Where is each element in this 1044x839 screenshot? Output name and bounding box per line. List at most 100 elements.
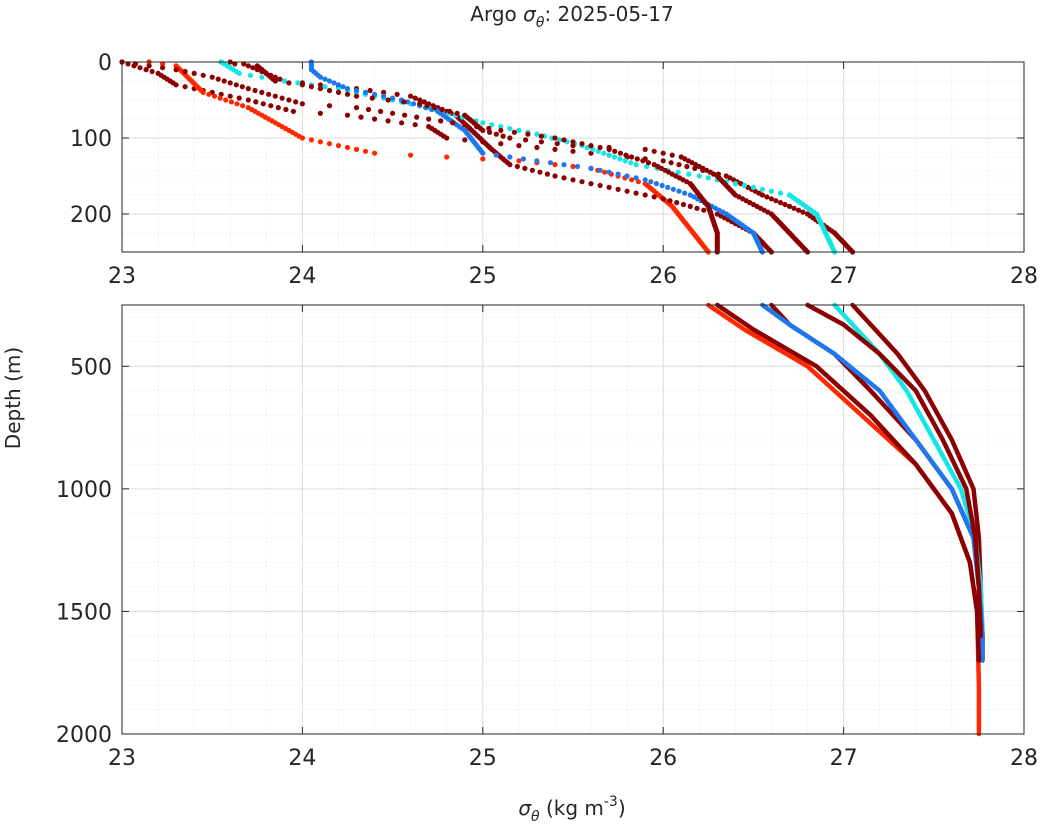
x-tick-label: 23 bbox=[108, 264, 136, 289]
series-4-point bbox=[670, 186, 676, 192]
series-3-point bbox=[675, 169, 681, 175]
series-0-point bbox=[149, 68, 155, 75]
series-4-point bbox=[534, 158, 540, 164]
series-6-point bbox=[450, 120, 456, 126]
series-0-point bbox=[137, 65, 143, 71]
series-0-point bbox=[317, 110, 323, 116]
series-6-line bbox=[715, 302, 982, 663]
series-6-point bbox=[511, 129, 517, 135]
series-1-point bbox=[160, 61, 166, 67]
x-tick-label: 27 bbox=[830, 746, 858, 771]
series-2-point bbox=[597, 182, 603, 189]
series-6-point bbox=[279, 95, 285, 101]
x-tick-label: 26 bbox=[649, 746, 677, 771]
series-6-point bbox=[438, 118, 444, 124]
series-6-point bbox=[390, 110, 396, 116]
title-sigma: σ bbox=[523, 2, 537, 26]
x-tick-label: 25 bbox=[469, 746, 497, 771]
series-4-point bbox=[615, 171, 621, 177]
series-1-point bbox=[602, 169, 608, 175]
series-4-point bbox=[335, 82, 342, 88]
series-6-point bbox=[299, 101, 305, 107]
xlabel-sigma: σ bbox=[518, 796, 532, 820]
series-5-point bbox=[317, 86, 323, 92]
series-6-point bbox=[365, 106, 372, 113]
series-4-point bbox=[331, 80, 337, 86]
series-5-point bbox=[507, 135, 513, 141]
series-2-point bbox=[408, 93, 414, 99]
series-1-point bbox=[206, 91, 212, 97]
series-0-point bbox=[462, 137, 468, 143]
series-2-point bbox=[624, 188, 630, 194]
series-3-point bbox=[768, 188, 775, 194]
y-tick-label: 100 bbox=[70, 127, 112, 152]
series-2-point bbox=[687, 203, 693, 209]
series-0-point bbox=[552, 146, 558, 152]
series-5-point bbox=[669, 152, 675, 158]
series-6-point bbox=[215, 76, 221, 82]
series-6-point bbox=[239, 84, 245, 90]
x-tick-label: 25 bbox=[469, 264, 497, 289]
xlabel-unit-post: ) bbox=[618, 796, 626, 820]
series-0-point bbox=[777, 200, 784, 206]
series-6-point bbox=[414, 114, 420, 120]
series-6-point bbox=[474, 124, 480, 130]
series-2-point bbox=[615, 186, 621, 192]
series-6-point bbox=[272, 93, 278, 99]
series-4-point bbox=[326, 78, 333, 84]
series-6-point bbox=[402, 112, 408, 118]
series-5-point bbox=[286, 80, 292, 86]
x-tick-label: 27 bbox=[830, 264, 858, 289]
series-4-point bbox=[344, 86, 351, 92]
series-4-point bbox=[574, 163, 581, 170]
series-0-point bbox=[268, 103, 274, 109]
series-0-point bbox=[684, 163, 690, 170]
series-1-point bbox=[372, 150, 378, 156]
series-6-point bbox=[579, 141, 585, 147]
series-0-point bbox=[173, 82, 179, 88]
series-6-point bbox=[570, 139, 576, 145]
series-3-point bbox=[622, 158, 628, 164]
series-6-point bbox=[634, 156, 640, 162]
series-2-point bbox=[651, 194, 657, 200]
series-5-point bbox=[538, 139, 545, 145]
series-2-point bbox=[277, 76, 283, 82]
series-5-point bbox=[241, 61, 247, 67]
series-3-point bbox=[705, 175, 711, 181]
x-tick-label: 28 bbox=[1010, 746, 1038, 771]
series-0-point bbox=[768, 196, 775, 202]
series-1-point bbox=[362, 148, 369, 154]
y-tick-label: 2000 bbox=[56, 723, 112, 748]
series-2-point bbox=[588, 181, 594, 187]
series-5-point bbox=[369, 95, 375, 101]
series-1-point bbox=[299, 135, 305, 141]
series-0-point bbox=[570, 148, 576, 154]
title-theta: θ bbox=[536, 15, 545, 31]
series-3-line bbox=[832, 302, 985, 639]
y-tick-label: 200 bbox=[70, 203, 112, 228]
series-3-point bbox=[236, 70, 242, 76]
series-6-point bbox=[588, 143, 594, 149]
series-4-point bbox=[597, 167, 603, 173]
series-4-point bbox=[507, 154, 513, 160]
series-2-point bbox=[245, 63, 251, 69]
series-6-point bbox=[640, 158, 646, 164]
grid-layer bbox=[121, 61, 1025, 735]
series-5-point bbox=[500, 133, 506, 139]
series-0-point bbox=[399, 120, 405, 126]
series-1-point bbox=[570, 163, 576, 170]
series-5-point bbox=[480, 127, 486, 133]
series-3-point bbox=[259, 74, 265, 80]
series-5-line bbox=[805, 302, 983, 639]
x-tick-label: 24 bbox=[288, 746, 316, 771]
series-0-point bbox=[245, 97, 251, 103]
series-5-point bbox=[417, 101, 423, 107]
series-4-point bbox=[561, 162, 567, 168]
series-1-point bbox=[200, 89, 206, 95]
series-6-point bbox=[132, 61, 139, 67]
series-4-point bbox=[676, 188, 682, 194]
series-5-point bbox=[523, 137, 529, 143]
series-6-point bbox=[191, 70, 197, 76]
series-4-point bbox=[633, 175, 639, 181]
series-6-point bbox=[209, 74, 215, 80]
